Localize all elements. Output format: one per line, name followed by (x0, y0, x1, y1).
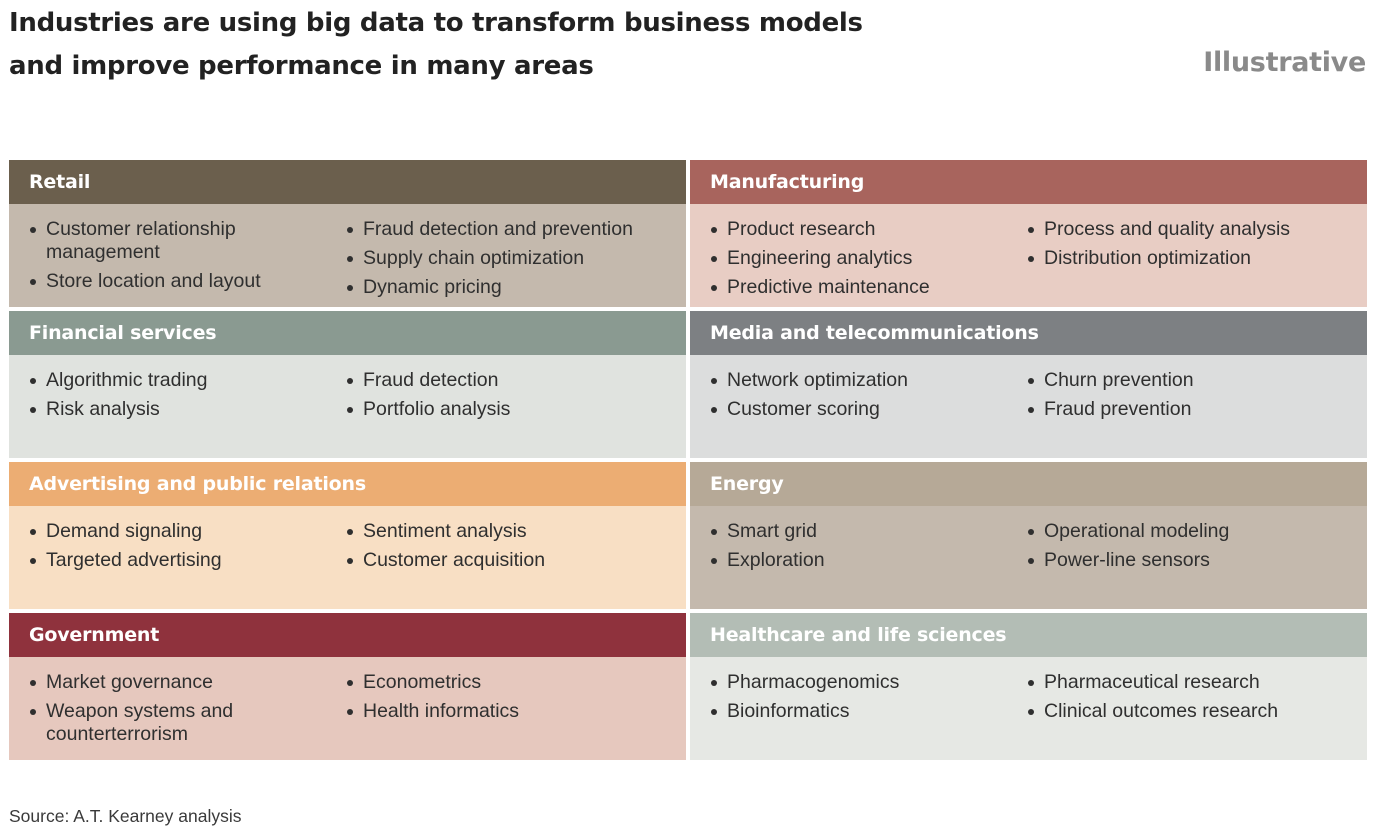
bullet-item: Portfolio analysis (346, 398, 686, 421)
bullet-item: Store location and layout (29, 270, 346, 293)
bullet-list: Product research Engineering analytics Pre… (710, 218, 1027, 307)
bullet-list: Fraud detection Portfolio analysis (346, 369, 686, 458)
bullet-item: Clinical outcomes research (1027, 700, 1367, 723)
bullet-list: Churn prevention Fraud prevention (1027, 369, 1367, 458)
industry-panel-title: Energy (690, 462, 1367, 506)
bullet-list: Pharmaceutical research Clinical outcomes… (1027, 671, 1367, 760)
bullet-list: Market governance Weapon systems and coun… (29, 671, 346, 760)
title-line-1: Industries are using big data to transfo… (9, 8, 863, 38)
industry-panel-title: Media and telecommunications (690, 311, 1367, 355)
bullet-item: Demand signaling (29, 520, 346, 543)
bullet-list: Pharmacogenomics Bioinformatics (710, 671, 1027, 760)
industry-panel: Government Market governance Weapon system… (9, 613, 686, 760)
bullet-item: Fraud detection and prevention (346, 218, 686, 241)
bullet-item: Distribution optimization (1027, 247, 1367, 270)
bullet-item: Health informatics (346, 700, 686, 723)
industry-panel: Advertising and public relations Demand s… (9, 462, 686, 609)
bullet-item: Power-line sensors (1027, 549, 1367, 572)
bullet-list: Smart grid Exploration (710, 520, 1027, 609)
bullet-item: Algorithmic trading (29, 369, 346, 392)
bullet-item: Customer relationship management (29, 218, 346, 264)
page-title: Industries are using big data to transfo… (9, 2, 969, 88)
industry-panel: Media and telecommunications Network opti… (690, 311, 1367, 458)
bullet-item: Process and quality analysis (1027, 218, 1367, 241)
industry-panel: Energy Smart grid Exploration Operational m… (690, 462, 1367, 609)
bullet-item: Dynamic pricing (346, 276, 686, 299)
industry-grid: Retail Customer relationship management St… (9, 160, 1367, 760)
bullet-list: Network optimization Customer scoring (710, 369, 1027, 458)
industry-panel: Healthcare and life sciences Pharmacogeno… (690, 613, 1367, 760)
industry-panel-title: Retail (9, 160, 686, 204)
industry-panel-title: Advertising and public relations (9, 462, 686, 506)
bullet-list: Process and quality analysis Distribution… (1027, 218, 1367, 307)
bullet-item: Pharmaceutical research (1027, 671, 1367, 694)
bullet-item: Weapon systems and counterterrorism (29, 700, 346, 746)
bullet-item: Churn prevention (1027, 369, 1367, 392)
bullet-list: Demand signaling Targeted advertising (29, 520, 346, 609)
industry-panel: Financial services Algorithmic trading Ris… (9, 311, 686, 458)
bullet-item: Supply chain optimization (346, 247, 686, 270)
industry-panel-body: Market governance Weapon systems and coun… (9, 657, 686, 760)
industry-panel-body: Smart grid Exploration Operational modelin… (690, 506, 1367, 609)
bullet-item: Fraud prevention (1027, 398, 1367, 421)
bullet-item: Market governance (29, 671, 346, 694)
bullet-item: Targeted advertising (29, 549, 346, 572)
bullet-item: Customer scoring (710, 398, 1027, 421)
industry-panel-title: Healthcare and life sciences (690, 613, 1367, 657)
industry-panel-body: Network optimization Customer scoring Chur… (690, 355, 1367, 458)
industry-panel-title: Financial services (9, 311, 686, 355)
bullet-list: Econometrics Health informatics (346, 671, 686, 760)
bullet-item: Pharmacogenomics (710, 671, 1027, 694)
title-line-2: and improve performance in many areas (9, 51, 594, 81)
industry-panel: Manufacturing Product research Engineering… (690, 160, 1367, 307)
source-note: Source: A.T. Kearney analysis (9, 806, 242, 826)
bullet-list: Sentiment analysis Customer acquisition (346, 520, 686, 609)
bullet-list: Fraud detection and prevention Supply cha… (346, 218, 686, 307)
bullet-item: Predictive maintenance (710, 276, 1027, 299)
bullet-item: Smart grid (710, 520, 1027, 543)
bullet-item: Engineering analytics (710, 247, 1027, 270)
bullet-item: Operational modeling (1027, 520, 1367, 543)
bullet-item: Customer acquisition (346, 549, 686, 572)
industry-panel-body: Demand signaling Targeted advertising Sent… (9, 506, 686, 609)
bullet-item: Product research (710, 218, 1027, 241)
industry-panel-title: Manufacturing (690, 160, 1367, 204)
bullet-list: Operational modeling Power-line sensors (1027, 520, 1367, 609)
industry-panel-body: Customer relationship management Store lo… (9, 204, 686, 307)
industry-panel-body: Pharmacogenomics Bioinformatics Pharmaceut… (690, 657, 1367, 760)
bullet-item: Bioinformatics (710, 700, 1027, 723)
bullet-item: Exploration (710, 549, 1027, 572)
bullet-item: Network optimization (710, 369, 1027, 392)
bullet-list: Algorithmic trading Risk analysis (29, 369, 346, 458)
bullet-item: Econometrics (346, 671, 686, 694)
industry-panel-body: Algorithmic trading Risk analysis Fraud de… (9, 355, 686, 458)
industry-panel: Retail Customer relationship management St… (9, 160, 686, 307)
bullet-item: Fraud detection (346, 369, 686, 392)
industry-panel-body: Product research Engineering analytics Pre… (690, 204, 1367, 307)
illustrative-label: Illustrative (1203, 47, 1366, 78)
bullet-list: Customer relationship management Store lo… (29, 218, 346, 307)
industry-panel-title: Government (9, 613, 686, 657)
bullet-item: Sentiment analysis (346, 520, 686, 543)
bullet-item: Risk analysis (29, 398, 346, 421)
